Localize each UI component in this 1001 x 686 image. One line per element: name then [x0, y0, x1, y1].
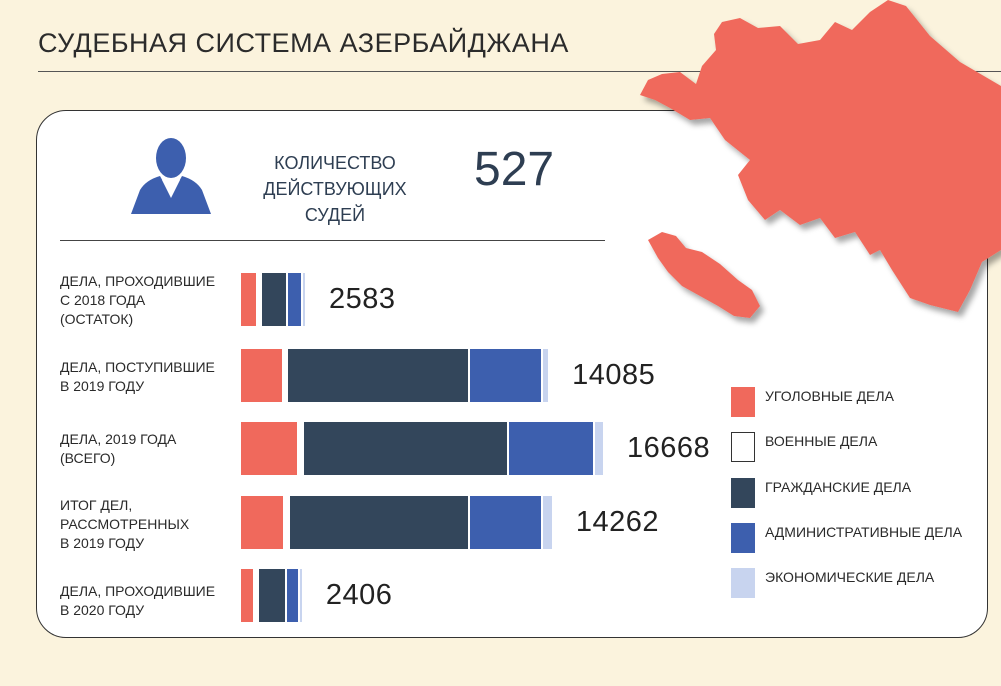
judges-count-label: КОЛИЧЕСТВО ДЕЙСТВУЮЩИХ СУДЕЙ: [250, 150, 420, 228]
bar-segment-economic: [543, 349, 549, 402]
category-label-line: (ВСЕГО): [60, 450, 116, 466]
category-label: ИТОГ ДЕЛ, РАССМОТРЕННЫХ В 2019 ГОДУ: [60, 496, 235, 553]
bar-segment-civil: [262, 273, 286, 326]
bar-segment-criminal: [241, 496, 284, 549]
legend-label: УГОЛОВНЫЕ ДЕЛА: [765, 388, 894, 404]
category-label-line: ДЕЛА, ПРОХОДИВШИЕ: [60, 583, 216, 599]
bar-total-label: 14262: [575, 506, 660, 538]
judges-label-line: СУДЕЙ: [304, 205, 366, 225]
bar-segment-criminal: [241, 349, 282, 402]
category-label-line: С 2018 ГОДА: [60, 292, 146, 308]
bar-total-label: 2583: [329, 283, 396, 315]
bar-segment-administrative: [287, 569, 298, 622]
category-label-line: РАССМОТРЕННЫХ: [60, 516, 190, 532]
category-label-line: В 2020 ГОДУ: [60, 602, 145, 618]
bar-segment-administrative: [469, 496, 541, 549]
bar-segment-civil: [290, 496, 468, 549]
category-label: ДЕЛА, ПРОХОДИВШИЕ В 2020 ГОДУ: [60, 582, 235, 620]
category-label-line: ДЕЛА, ПРОХОДИВШИЕ: [60, 273, 216, 289]
category-label: ДЕЛА, ПРОХОДИВШИЕ С 2018 ГОДА (ОСТАТОК): [60, 272, 235, 329]
bar-segment-administrative: [469, 349, 542, 402]
bar-segment-criminal: [241, 273, 257, 326]
judge-icon: [131, 138, 211, 214]
azerbaijan-map: [640, 0, 1001, 318]
bar-segment-criminal: [241, 569, 254, 622]
bar-segment-criminal: [241, 422, 298, 475]
legend-swatch-economic: [731, 568, 755, 598]
bar-segment-military: [283, 349, 287, 402]
judges-label-line: КОЛИЧЕСТВО: [274, 153, 396, 173]
bar-segment-military: [299, 422, 303, 475]
category-label-line: В 2019 ГОДУ: [60, 378, 145, 394]
legend-swatch-criminal: [731, 387, 755, 417]
bar-segment-military: [258, 273, 261, 326]
legend-swatch-military: [731, 432, 755, 462]
map-exclave: [648, 232, 760, 318]
legend-label: ВОЕННЫЕ ДЕЛА: [765, 433, 878, 449]
legend-swatch-administrative: [731, 523, 755, 553]
legend-swatch-civil: [731, 478, 755, 508]
legend-label: АДМИНИСТРАТИВНЫЕ ДЕЛА: [765, 524, 963, 540]
legend-label: ЭКОНОМИЧЕСКИЕ ДЕЛА: [765, 569, 935, 585]
category-label-line: (ОСТАТОК): [60, 311, 134, 327]
judges-count-value: 527: [474, 143, 555, 196]
bar-segment-economic: [302, 273, 305, 326]
bar-total-label: 16668: [627, 432, 711, 464]
legend-label: ГРАЖДАНСКИЕ ДЕЛА: [765, 479, 912, 495]
bar-segment-administrative: [509, 422, 594, 475]
bar-segment-civil: [304, 422, 508, 475]
page-title: СУДЕБНАЯ СИСТЕМА АЗЕРБАЙДЖАНА: [38, 28, 569, 58]
category-label-line: ДЕЛА, 2019 ГОДА: [60, 431, 177, 447]
category-label: ДЕЛА, ПОСТУПИВШИЕ В 2019 ГОДУ: [60, 358, 235, 396]
category-label-line: В 2019 ГОДУ: [60, 535, 145, 551]
bar-total-label: 2406: [325, 579, 393, 611]
bar-segment-economic: [299, 569, 302, 622]
section-divider: [60, 240, 605, 241]
bar-segment-administrative: [287, 273, 301, 326]
bar-segment-civil: [288, 349, 468, 402]
title-divider: [38, 71, 1001, 72]
bar-segment-military: [255, 569, 258, 622]
category-label-line: ДЕЛА, ПОСТУПИВШИЕ: [60, 359, 215, 375]
category-label-line: ИТОГ ДЕЛ,: [60, 497, 133, 513]
bar-segment-civil: [259, 569, 285, 622]
judges-label-line: ДЕЙСТВУЮЩИХ: [263, 179, 407, 199]
map-mainland: [640, 0, 1001, 312]
bar-total-label: 14085: [572, 359, 656, 391]
bar-segment-economic: [595, 422, 603, 475]
category-label: ДЕЛА, 2019 ГОДА (ВСЕГО): [60, 430, 235, 468]
bar-segment-military: [285, 496, 289, 549]
bar-segment-economic: [542, 496, 552, 549]
